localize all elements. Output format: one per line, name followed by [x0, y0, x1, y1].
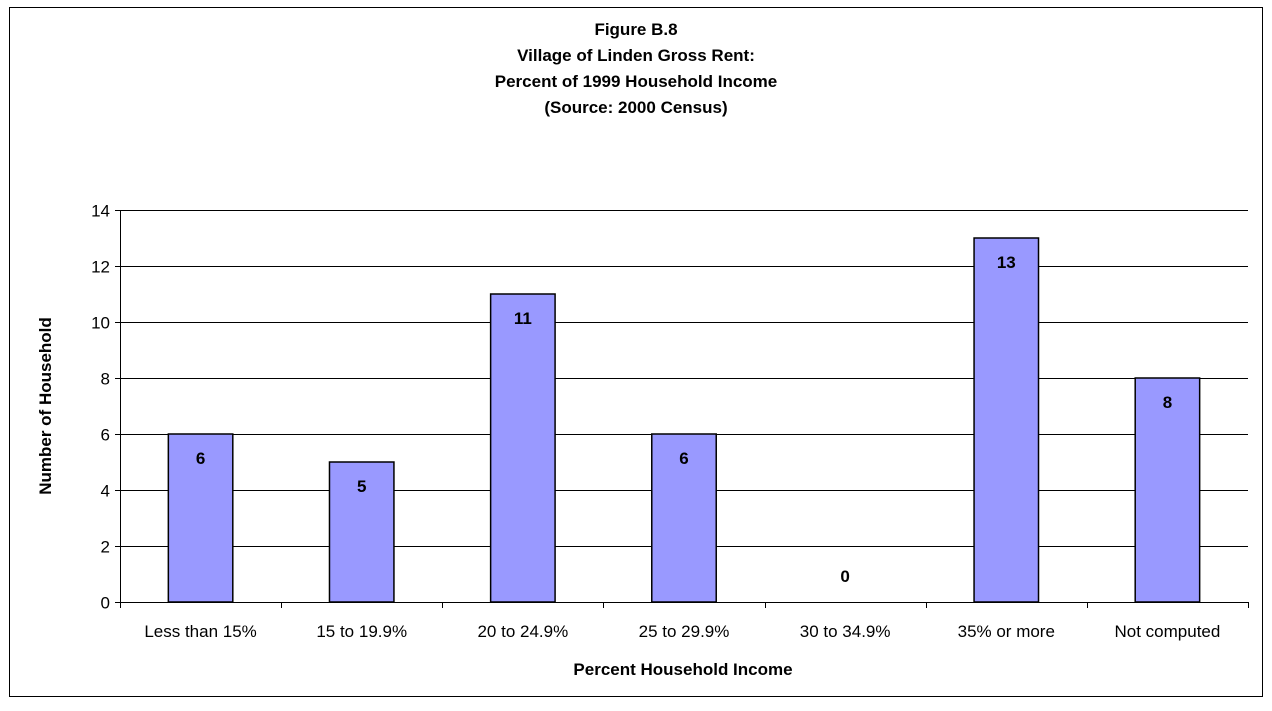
- bar: [1134, 377, 1201, 603]
- data-label: 11: [514, 309, 532, 328]
- y-tick-label: 12: [91, 258, 110, 277]
- chart-frame: Figure B.8 Village of Linden Gross Rent:…: [9, 7, 1263, 697]
- x-tick-label: 25 to 29.9%: [639, 622, 730, 641]
- data-label: 5: [357, 477, 366, 496]
- bar: [489, 293, 556, 603]
- x-tick-label: Less than 15%: [144, 622, 256, 641]
- y-axis-title: Number of Household: [36, 317, 55, 495]
- data-label: 6: [196, 449, 205, 468]
- x-tick-label: 30 to 34.9%: [800, 622, 891, 641]
- bar-chart: Figure B.8 Village of Linden Gross Rent:…: [36, 20, 1249, 679]
- y-tick-labels: 0 2 4 6 8 10 12 14: [91, 202, 110, 613]
- bars: [167, 237, 1201, 603]
- y-tick-label: 8: [101, 370, 110, 389]
- x-tick-label: 15 to 19.9%: [316, 622, 407, 641]
- y-tick-label: 2: [101, 538, 110, 557]
- x-axis-title: Percent Household Income: [573, 660, 792, 679]
- chart-title-line-3: Percent of 1999 Household Income: [495, 72, 777, 91]
- y-tick-label: 4: [101, 482, 110, 501]
- bar: [328, 461, 395, 603]
- x-tick-label: Not computed: [1115, 622, 1221, 641]
- data-labels: 6 5 11 6 0 13 8: [196, 253, 1172, 586]
- data-label: 8: [1163, 393, 1172, 412]
- y-tick-label: 0: [101, 594, 110, 613]
- y-tick-label: 6: [101, 426, 110, 445]
- x-tick-labels: Less than 15% 15 to 19.9% 20 to 24.9% 25 to…: [144, 622, 1220, 641]
- chart-title-line-4: (Source: 2000 Census): [544, 98, 727, 117]
- axes: [115, 210, 1249, 608]
- chart-title-line-2: Village of Linden Gross Rent:: [517, 46, 755, 65]
- x-tick-label: 35% or more: [958, 622, 1055, 641]
- chart-title-line-1: Figure B.8: [594, 20, 677, 39]
- data-label: 0: [840, 567, 849, 586]
- x-tick-label: 20 to 24.9%: [477, 622, 568, 641]
- chart-title: Figure B.8 Village of Linden Gross Rent:…: [495, 20, 777, 117]
- data-label: 6: [679, 449, 688, 468]
- y-tick-label: 10: [91, 314, 110, 333]
- y-tick-label: 14: [91, 202, 110, 221]
- bar: [973, 237, 1040, 603]
- data-label: 13: [997, 253, 1016, 272]
- bar: [651, 433, 717, 603]
